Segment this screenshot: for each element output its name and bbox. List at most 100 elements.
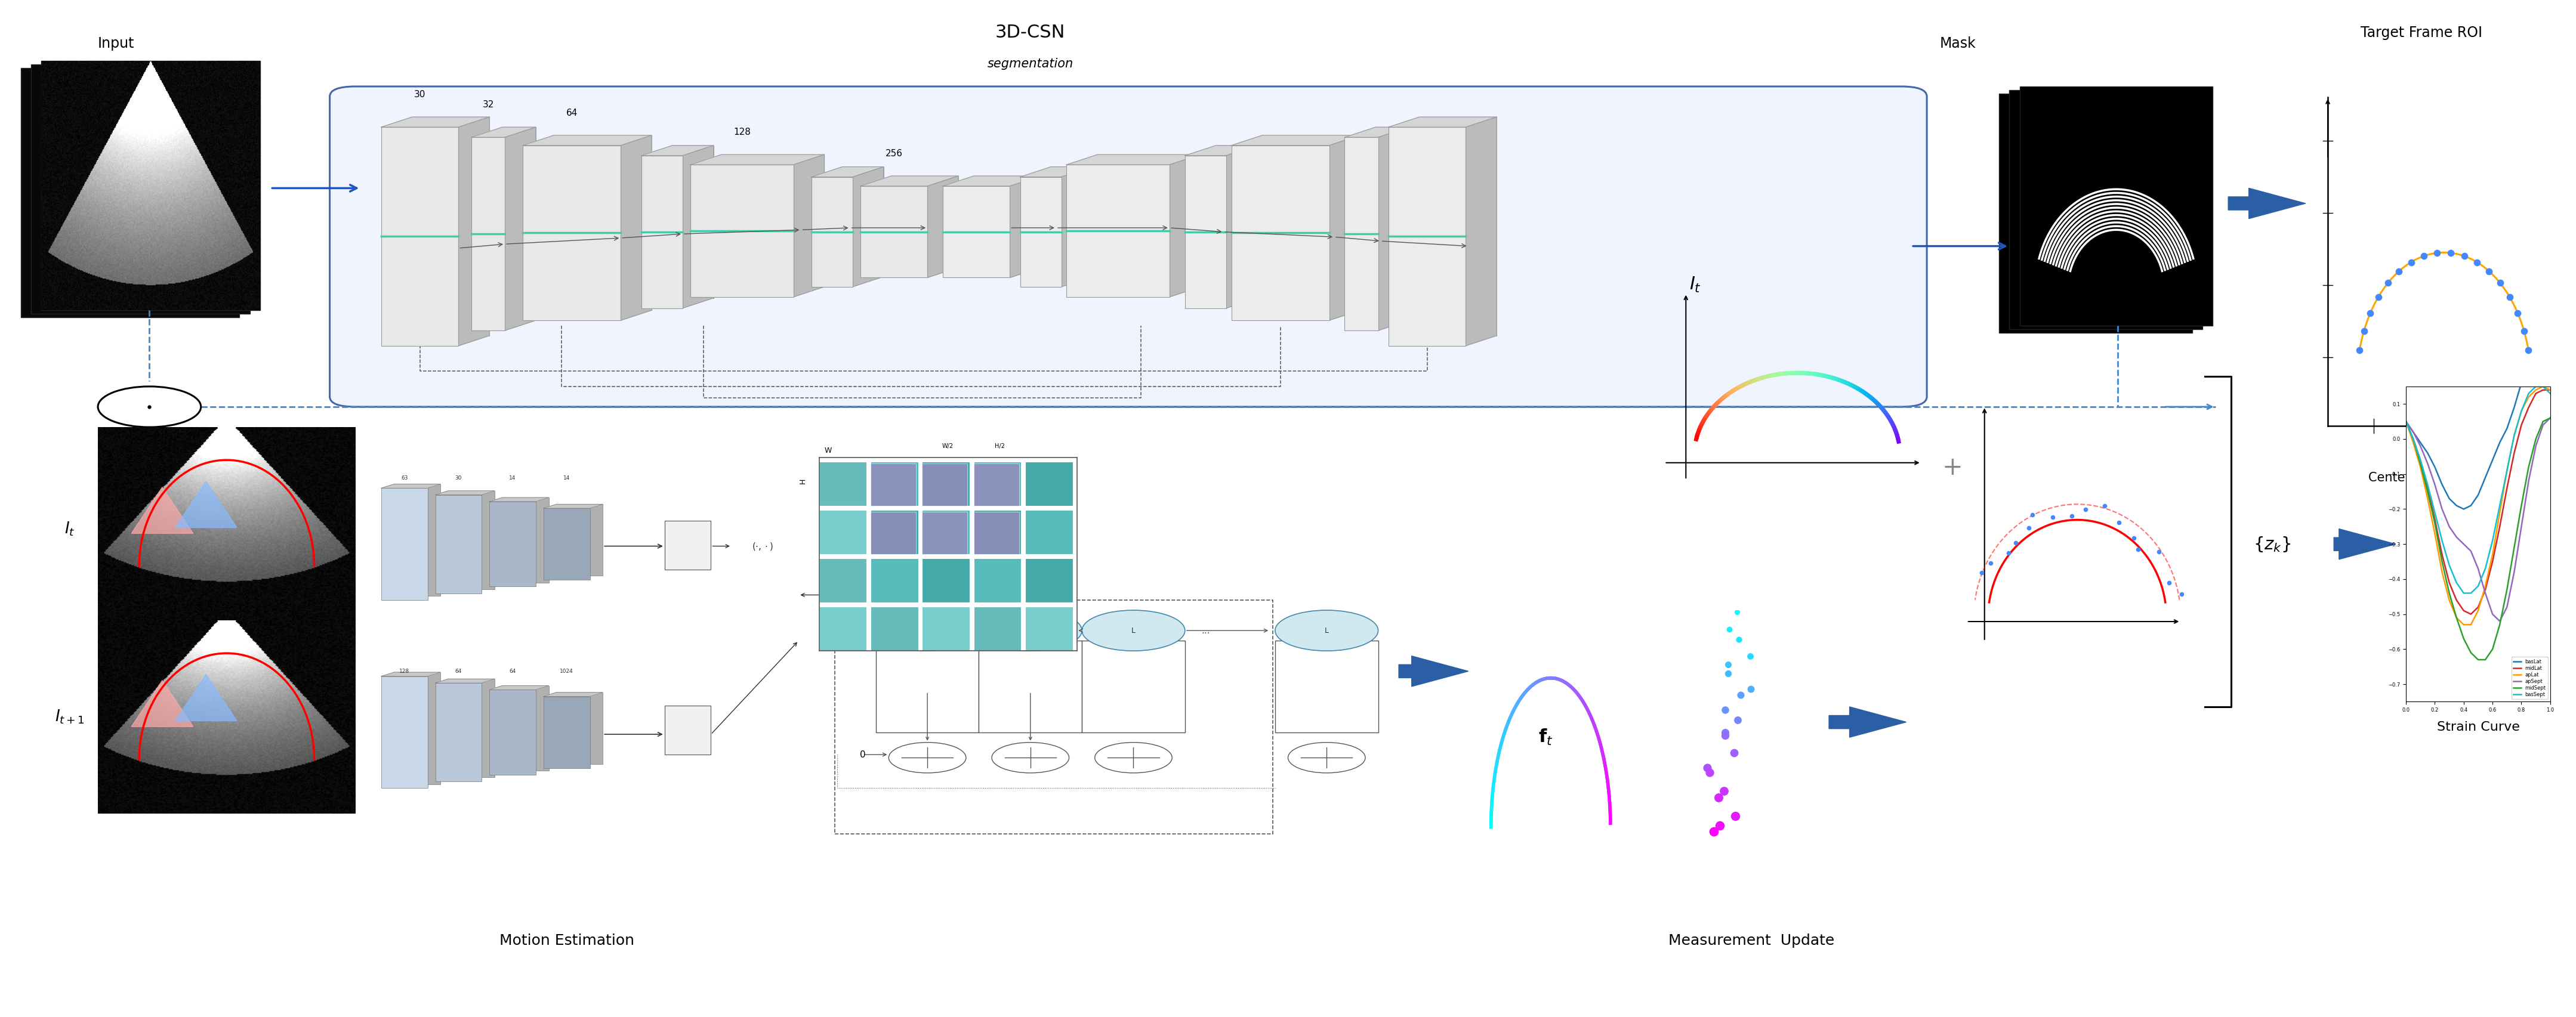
basLat	[2391, 415, 2421, 427]
Bar	[819, 606, 866, 651]
Bar	[871, 462, 917, 505]
Bar	[1216, 145, 1257, 298]
Point	[2032, 508, 2074, 525]
Point	[1703, 783, 1744, 799]
Circle shape	[992, 742, 1069, 773]
Polygon shape	[489, 497, 549, 501]
Point	[1721, 686, 1762, 703]
Bar	[502, 127, 536, 320]
Polygon shape	[1388, 117, 1497, 127]
Text: 128: 128	[399, 668, 410, 674]
Point	[2445, 248, 2486, 264]
Point	[2009, 520, 2050, 536]
Bar	[672, 145, 714, 298]
Text: 30: 30	[415, 91, 425, 99]
Text: Target Frame ROI: Target Frame ROI	[2360, 25, 2483, 40]
Point	[1692, 824, 1734, 840]
Polygon shape	[683, 145, 714, 308]
Bar	[1262, 135, 1360, 310]
Polygon shape	[943, 176, 1041, 186]
midLat	[2535, 383, 2566, 396]
Polygon shape	[131, 487, 193, 533]
Point	[1728, 648, 1770, 664]
Bar	[448, 491, 495, 589]
Point	[2504, 323, 2545, 340]
apSept	[2506, 521, 2537, 533]
Polygon shape	[523, 135, 652, 145]
apSept	[2406, 440, 2437, 453]
apSept	[2478, 608, 2509, 620]
Polygon shape	[544, 504, 603, 508]
basLat	[2447, 503, 2478, 516]
midLat	[2478, 555, 2509, 567]
Bar	[974, 606, 1020, 651]
Text: 32: 32	[482, 101, 495, 109]
Polygon shape	[175, 481, 237, 528]
midSept	[2470, 654, 2501, 666]
apLat	[2391, 415, 2421, 427]
Point	[2429, 245, 2470, 261]
Text: 256: 256	[886, 149, 902, 158]
basLat	[2514, 352, 2545, 364]
basLat	[2411, 446, 2442, 459]
midLat	[2419, 514, 2450, 526]
midSept	[2391, 415, 2421, 427]
Point	[2138, 543, 2179, 559]
apLat	[2442, 611, 2473, 623]
Polygon shape	[381, 672, 440, 676]
Bar	[665, 521, 711, 570]
basLat	[2499, 402, 2530, 414]
midSept	[2447, 633, 2478, 645]
Point	[2458, 254, 2499, 271]
Bar	[979, 641, 1082, 732]
apSept	[2514, 475, 2545, 487]
midSept	[2535, 412, 2566, 424]
apSept	[2519, 440, 2550, 453]
Circle shape	[979, 610, 1082, 651]
Polygon shape	[381, 484, 440, 488]
basLat	[2442, 499, 2473, 512]
Point	[2117, 541, 2159, 557]
Bar	[871, 558, 917, 602]
Line: basSept: basSept	[2406, 386, 2550, 593]
Polygon shape	[621, 135, 652, 320]
Bar	[641, 156, 683, 308]
Bar	[871, 512, 917, 554]
Bar	[502, 497, 549, 583]
apLat	[2483, 506, 2514, 519]
Bar	[876, 641, 979, 732]
midSept	[2519, 433, 2550, 445]
basSept	[2478, 535, 2509, 547]
Bar	[556, 693, 603, 764]
basLat	[2478, 454, 2509, 466]
apLat	[2427, 566, 2458, 579]
apSept	[2442, 531, 2473, 543]
basLat	[2406, 436, 2437, 448]
apLat	[2519, 383, 2550, 396]
Bar	[922, 512, 969, 554]
midLat	[2411, 482, 2442, 494]
Point	[1960, 564, 2002, 581]
Bar	[1999, 94, 2192, 333]
apSept	[2398, 426, 2429, 438]
Point	[1705, 702, 1747, 718]
Bar	[1066, 165, 1170, 297]
Point	[1731, 680, 1772, 697]
Bar	[489, 690, 536, 775]
Point	[2367, 275, 2409, 291]
midSept	[2463, 654, 2494, 666]
Point	[1708, 621, 1749, 638]
Text: H: H	[799, 478, 806, 484]
Point	[1718, 632, 1759, 648]
Text: 14: 14	[564, 475, 569, 481]
Line: apSept: apSept	[2406, 418, 2550, 621]
basSept	[2447, 587, 2478, 599]
midLat	[2470, 584, 2501, 596]
Text: $I_t$: $I_t$	[1690, 276, 1700, 294]
midSept	[2434, 587, 2465, 599]
basSept	[2455, 587, 2486, 599]
apLat	[2434, 594, 2465, 606]
Polygon shape	[471, 127, 536, 137]
apLat	[2514, 391, 2545, 403]
basLat	[2470, 472, 2501, 484]
